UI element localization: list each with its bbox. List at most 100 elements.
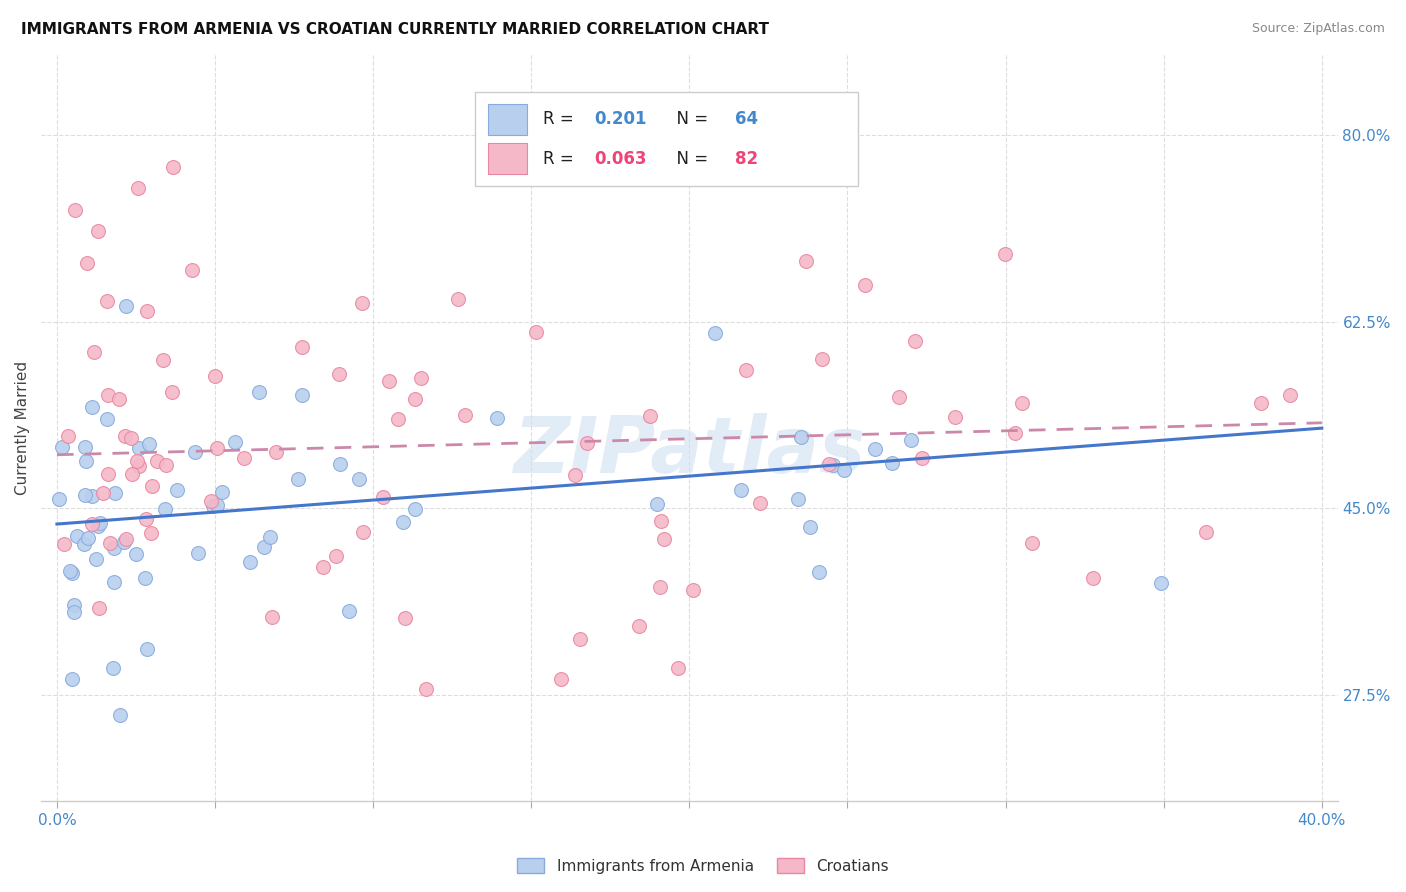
- Bar: [488, 144, 527, 175]
- Point: [204, 369, 226, 384]
- Point: [181, 263, 204, 277]
- Text: R =: R =: [543, 150, 579, 168]
- Text: 82: 82: [735, 150, 758, 168]
- Point: [1004, 425, 1026, 440]
- Point: [207, 441, 229, 455]
- Point: [200, 493, 222, 508]
- Point: [253, 540, 276, 554]
- Point: [889, 390, 911, 404]
- Point: [125, 547, 148, 561]
- Legend: Immigrants from Armenia, Croatians: Immigrants from Armenia, Croatians: [510, 852, 896, 880]
- Point: [259, 530, 281, 544]
- Point: [63, 202, 86, 217]
- Point: [96, 293, 118, 308]
- Point: [66, 529, 89, 543]
- Point: [103, 541, 125, 556]
- Point: [80, 400, 103, 414]
- Point: [904, 334, 927, 349]
- Point: [108, 707, 131, 722]
- Text: 64: 64: [735, 111, 758, 128]
- Point: [411, 371, 433, 385]
- Point: [112, 535, 135, 549]
- Point: [60, 672, 83, 686]
- Point: [202, 499, 225, 513]
- Point: [153, 501, 176, 516]
- Y-axis label: Currently Married: Currently Married: [15, 361, 30, 495]
- Point: [350, 295, 373, 310]
- Text: 0.063: 0.063: [595, 150, 647, 168]
- Point: [799, 520, 821, 534]
- Point: [59, 564, 82, 578]
- Point: [89, 516, 111, 531]
- Point: [371, 490, 394, 504]
- Point: [128, 458, 150, 473]
- Point: [291, 388, 314, 402]
- Point: [53, 536, 76, 550]
- Text: IMMIGRANTS FROM ARMENIA VS CROATIAN CURRENTLY MARRIED CORRELATION CHART: IMMIGRANTS FROM ARMENIA VS CROATIAN CURR…: [21, 22, 769, 37]
- Point: [550, 672, 572, 686]
- Point: [900, 433, 922, 447]
- Text: 0.201: 0.201: [595, 111, 647, 128]
- Point: [141, 525, 163, 540]
- Point: [863, 442, 886, 456]
- FancyBboxPatch shape: [475, 93, 858, 186]
- Point: [135, 512, 157, 526]
- Point: [654, 533, 676, 547]
- Point: [832, 463, 855, 477]
- Point: [73, 488, 96, 502]
- Point: [91, 486, 114, 500]
- Point: [63, 599, 86, 613]
- Point: [404, 392, 426, 406]
- Point: [136, 641, 159, 656]
- Text: N =: N =: [666, 150, 713, 168]
- Point: [811, 351, 834, 366]
- Point: [83, 345, 105, 359]
- Point: [415, 682, 437, 697]
- Point: [266, 445, 288, 459]
- Point: [63, 605, 86, 619]
- Point: [807, 565, 830, 579]
- Point: [668, 661, 690, 675]
- Point: [790, 430, 813, 444]
- Point: [73, 440, 96, 454]
- Point: [224, 435, 246, 450]
- Point: [337, 604, 360, 618]
- Point: [128, 442, 150, 456]
- Point: [239, 555, 262, 569]
- Point: [108, 392, 131, 407]
- Point: [134, 571, 156, 585]
- Text: R =: R =: [543, 111, 579, 128]
- Point: [187, 546, 209, 560]
- Point: [48, 492, 70, 507]
- Point: [73, 537, 96, 551]
- Point: [96, 412, 118, 426]
- Point: [1250, 396, 1272, 410]
- Point: [638, 409, 661, 424]
- Point: [121, 467, 143, 481]
- Point: [818, 457, 841, 471]
- Point: [120, 432, 142, 446]
- Point: [100, 536, 122, 550]
- Point: [87, 224, 110, 238]
- Point: [233, 451, 256, 466]
- Point: [329, 458, 352, 472]
- Point: [114, 428, 136, 442]
- Point: [77, 531, 100, 545]
- Point: [155, 458, 177, 472]
- Text: N =: N =: [666, 111, 713, 128]
- Point: [823, 458, 845, 472]
- Point: [447, 292, 470, 306]
- Point: [404, 502, 426, 516]
- Point: [104, 485, 127, 500]
- Point: [794, 254, 817, 268]
- Point: [247, 384, 270, 399]
- Point: [1278, 388, 1301, 402]
- Point: [352, 524, 374, 539]
- Text: Source: ZipAtlas.com: Source: ZipAtlas.com: [1251, 22, 1385, 36]
- Point: [287, 472, 309, 486]
- Point: [51, 440, 73, 454]
- Point: [1150, 576, 1173, 591]
- Point: [312, 560, 335, 574]
- Point: [136, 304, 159, 318]
- Point: [325, 549, 347, 564]
